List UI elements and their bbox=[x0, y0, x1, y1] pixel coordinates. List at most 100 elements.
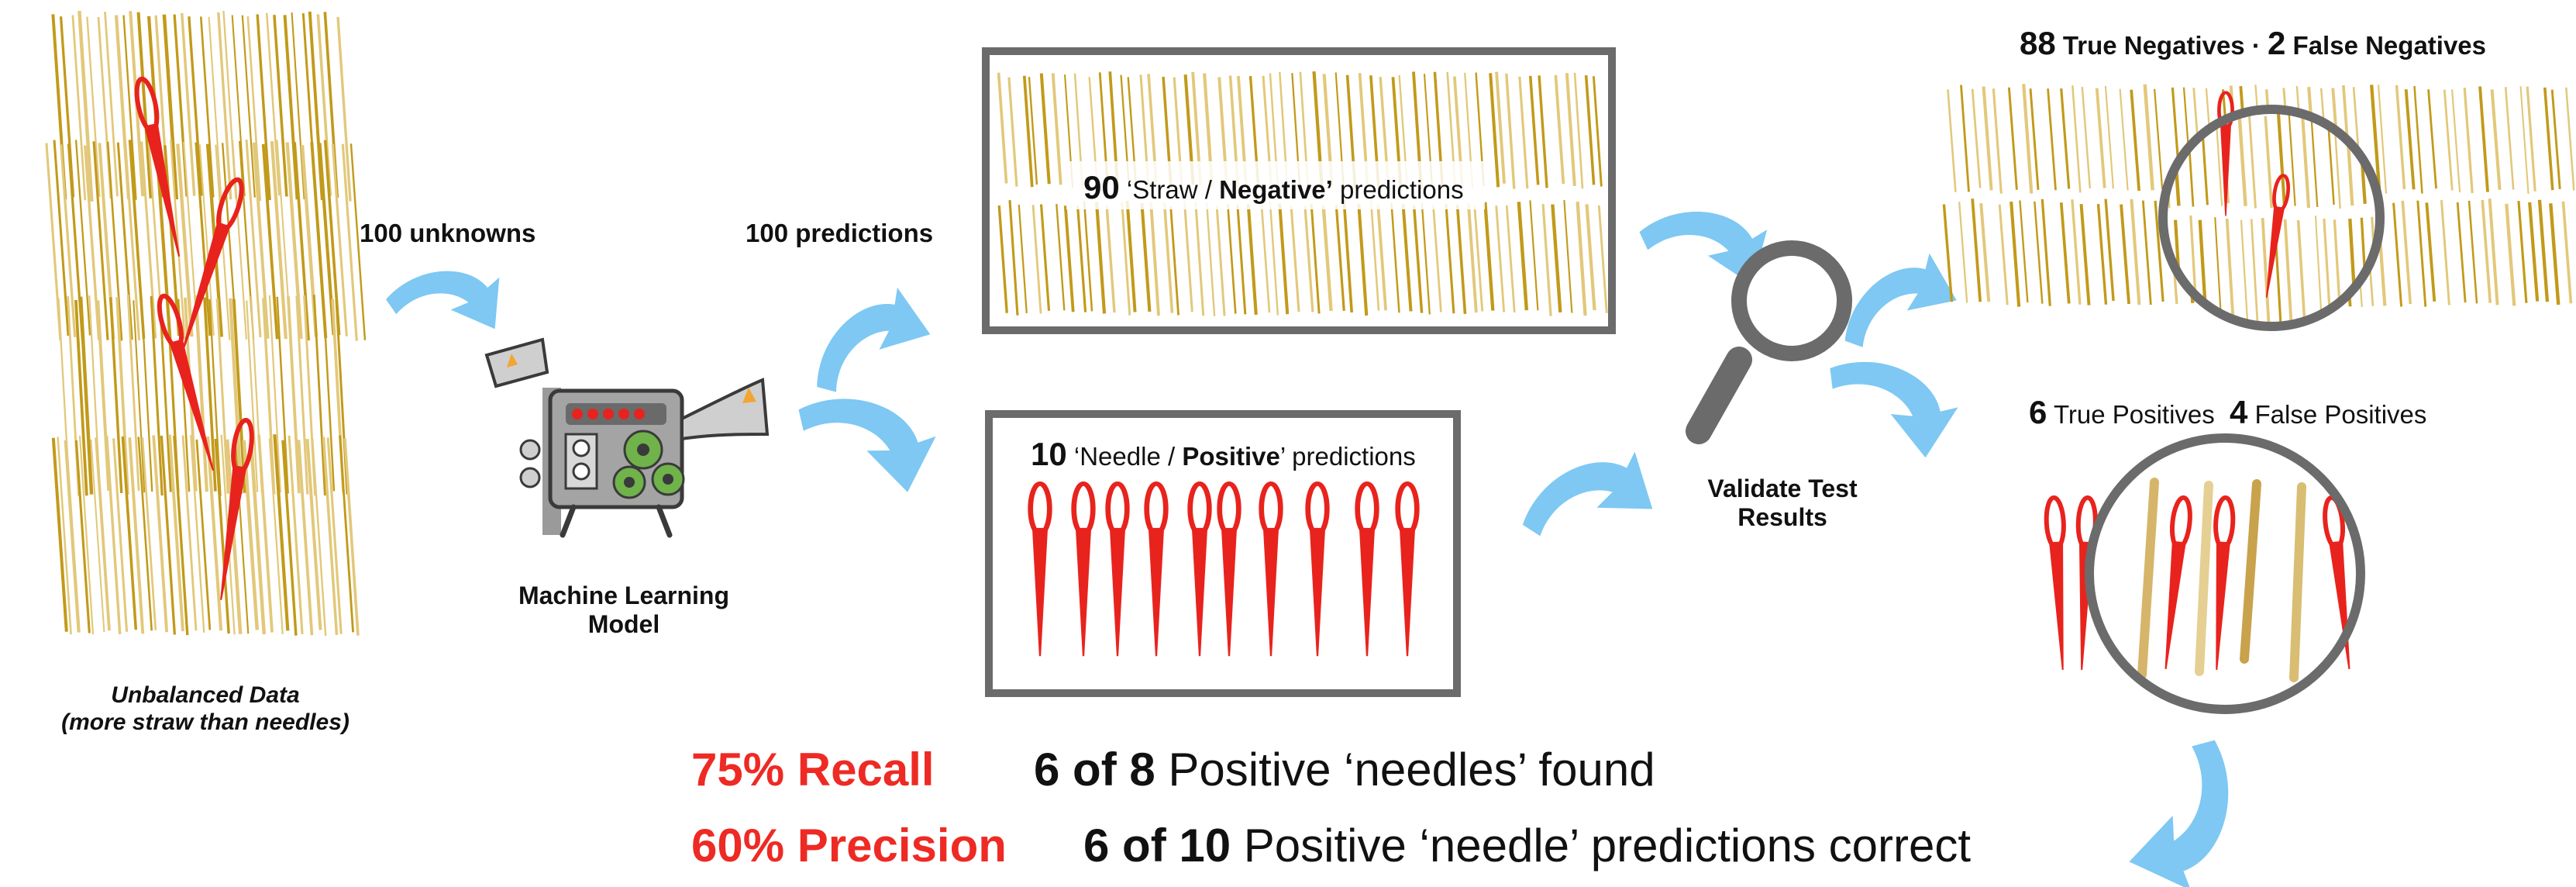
straw-icon bbox=[2517, 201, 2528, 303]
straw-icon bbox=[2240, 219, 2249, 321]
validate-caption: Validate Test Results bbox=[1674, 475, 1891, 532]
straw-icon bbox=[1971, 88, 1982, 188]
straw-icon bbox=[2154, 200, 2164, 302]
straw-icon bbox=[1979, 202, 1991, 302]
straw-icon bbox=[1960, 85, 1970, 192]
straw-icon bbox=[2060, 88, 2071, 189]
straw-icon bbox=[2377, 85, 2388, 194]
straw-icon bbox=[1278, 203, 1290, 315]
straw-icon bbox=[288, 435, 304, 635]
curved-arrow-icon bbox=[2127, 727, 2250, 887]
straw-icon bbox=[1260, 205, 1271, 313]
straw-icon bbox=[2537, 199, 2550, 302]
straw-icon bbox=[195, 142, 212, 337]
straw-icon bbox=[231, 15, 246, 197]
straw-icon bbox=[60, 144, 77, 337]
straw-icon bbox=[64, 440, 81, 633]
straw-icon bbox=[90, 439, 105, 633]
straw-icon bbox=[123, 143, 141, 341]
straw-icon bbox=[291, 12, 305, 200]
straw-icon bbox=[2427, 89, 2437, 189]
straw-icon bbox=[1334, 205, 1345, 311]
straw-icon bbox=[128, 437, 145, 634]
straw-icon bbox=[194, 295, 208, 492]
straw-icon bbox=[1162, 202, 1174, 313]
straw-icon bbox=[2481, 199, 2492, 303]
straw-icon bbox=[1942, 204, 1954, 302]
straw-icon bbox=[297, 440, 314, 636]
straw-icon bbox=[322, 296, 336, 492]
straw-icon bbox=[1518, 76, 1529, 189]
straw-icon bbox=[188, 16, 203, 196]
straw-icon bbox=[295, 295, 309, 495]
machine-learning-model-icon bbox=[484, 337, 770, 538]
straw-icon bbox=[181, 435, 198, 631]
precision-text: Positive ‘needle’ predictions correct bbox=[1243, 820, 1971, 871]
fp-count: 4 bbox=[2229, 394, 2248, 430]
straw-icon bbox=[2296, 219, 2306, 320]
straw-icon bbox=[1455, 205, 1467, 314]
straw-icon bbox=[318, 143, 336, 336]
straw-icon bbox=[2130, 89, 2141, 192]
straw-icon bbox=[126, 294, 140, 492]
tn-label: True Negatives bbox=[2062, 31, 2245, 60]
negative-box-label: 90 ‘Straw / Negative’ predictions bbox=[1083, 169, 1464, 206]
straw-icon bbox=[1412, 205, 1424, 313]
straw-icon bbox=[115, 297, 129, 495]
straw-icon bbox=[1958, 202, 1968, 303]
straw-icon bbox=[1597, 205, 1608, 313]
straw-icon bbox=[2071, 85, 2082, 193]
straw-icon bbox=[1007, 77, 1018, 187]
straw-icon bbox=[2029, 88, 2040, 191]
positives-magnifier-lens bbox=[2085, 433, 2365, 714]
straw-icon bbox=[2248, 116, 2257, 209]
straw-icon bbox=[74, 440, 91, 633]
straw-icon bbox=[141, 437, 157, 630]
straw-icon bbox=[2130, 198, 2141, 305]
straw-icon bbox=[2468, 200, 2478, 304]
straw-icon bbox=[1369, 200, 1380, 311]
straw-icon bbox=[293, 142, 310, 341]
straw-icon bbox=[2323, 218, 2332, 321]
precision-label: 60% Precision bbox=[691, 820, 1007, 871]
straw-icon bbox=[53, 140, 70, 337]
straw-icon bbox=[281, 440, 298, 636]
straw-icon bbox=[1495, 205, 1506, 312]
straw-icon bbox=[152, 435, 169, 633]
straw-icon bbox=[2019, 200, 2029, 303]
straw-icon bbox=[1421, 203, 1431, 315]
straw-icon bbox=[2034, 201, 2044, 304]
straw-icon bbox=[1226, 204, 1237, 314]
straw-icon bbox=[249, 438, 267, 635]
straw-icon bbox=[77, 10, 94, 202]
straw-icon bbox=[339, 435, 354, 633]
straw-icon bbox=[285, 142, 303, 340]
straw-icon bbox=[1528, 75, 1540, 185]
straw-icon bbox=[74, 299, 88, 496]
negative-label-post: predictions bbox=[1332, 175, 1464, 204]
straw-icon bbox=[336, 16, 352, 202]
straw-icon bbox=[242, 440, 260, 630]
straw-icon bbox=[997, 72, 1008, 184]
straw-icon bbox=[104, 12, 119, 197]
straw-icon bbox=[1051, 73, 1062, 185]
straw-icon bbox=[122, 15, 137, 200]
straw-icon bbox=[1018, 204, 1028, 314]
straw-icon bbox=[1205, 202, 1216, 316]
straw-icon bbox=[326, 437, 343, 634]
negatives-magnifier-lens bbox=[2158, 105, 2385, 331]
straw-icon bbox=[1473, 205, 1484, 312]
straw-icon bbox=[2104, 85, 2114, 189]
straw-icon bbox=[2079, 203, 2091, 305]
straw-icon bbox=[1947, 89, 1957, 192]
straw-icon bbox=[51, 437, 68, 632]
straw-icon bbox=[2370, 85, 2381, 190]
input-caption: Unbalanced Data (more straw than needles… bbox=[23, 682, 387, 736]
straw-icon bbox=[2549, 203, 2561, 305]
straw-icon bbox=[1076, 205, 1087, 312]
straw-icon bbox=[2301, 115, 2311, 209]
straw-icon bbox=[2071, 199, 2082, 305]
straw-icon bbox=[1342, 199, 1354, 313]
straw-icon bbox=[1183, 200, 1193, 312]
straw-icon bbox=[2040, 198, 2051, 306]
